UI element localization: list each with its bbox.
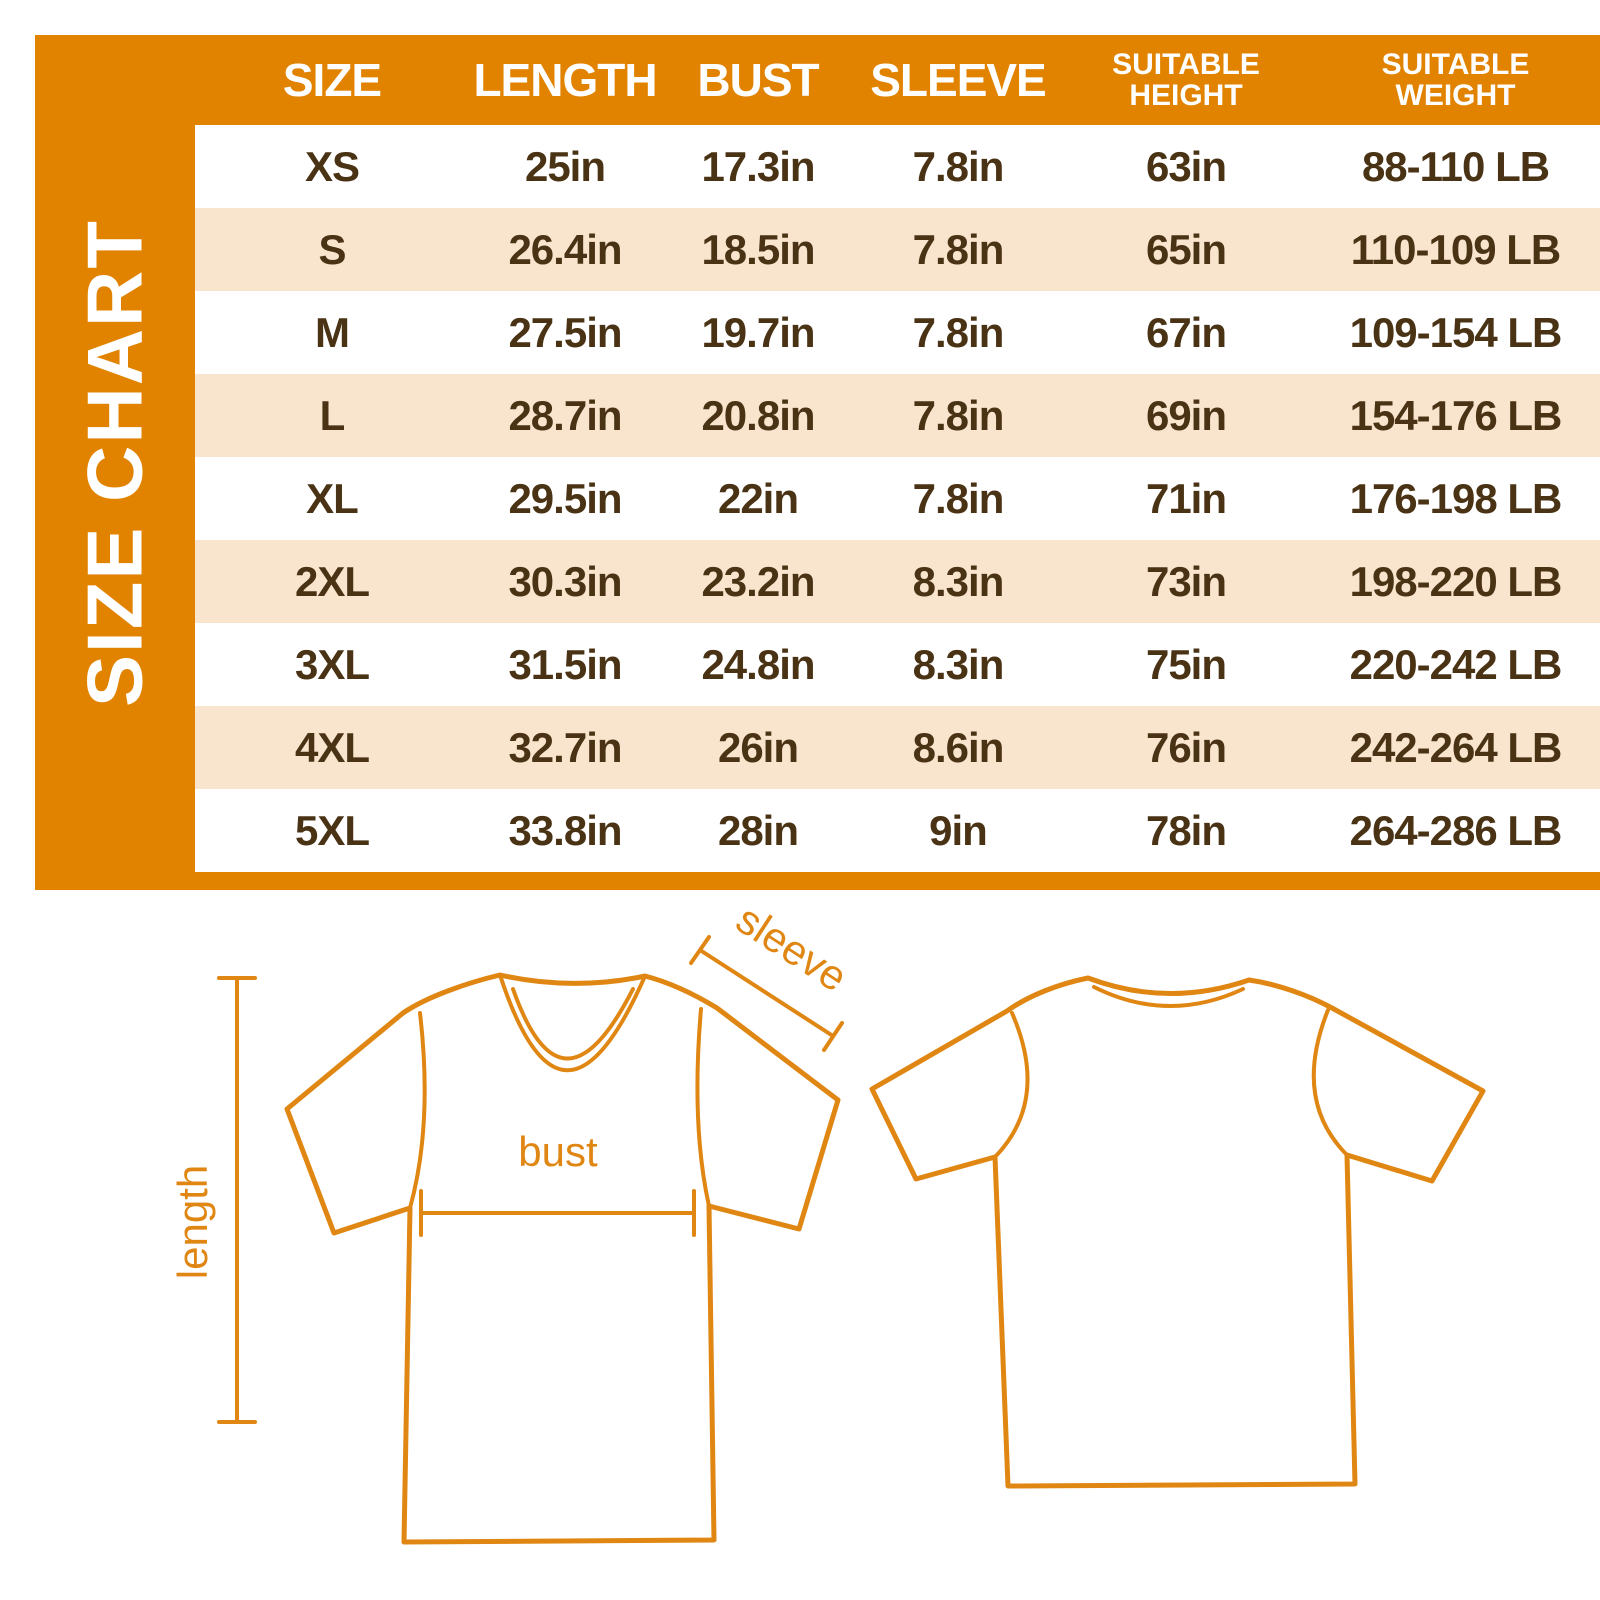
cell-length: 25in bbox=[524, 142, 606, 190]
cell-sleeve: 7.8in bbox=[912, 225, 1005, 273]
sidebar-title-bar: SIZE CHART bbox=[35, 35, 195, 890]
cell-sleeve: 8.3in bbox=[912, 557, 1005, 605]
chart-title: SIZE CHART bbox=[70, 218, 159, 707]
cell-sleeve: 8.6in bbox=[912, 723, 1005, 771]
cell-weight: 176-198 LB bbox=[1349, 474, 1563, 522]
cell-weight: 109-154 LB bbox=[1349, 308, 1563, 356]
back-left-armhole-seam bbox=[993, 1011, 1030, 1159]
cell-weight: 220-242 LB bbox=[1349, 640, 1563, 688]
measurement-diagram: length bust sleeve bbox=[169, 900, 1486, 1545]
cell-weight: 242-264 LB bbox=[1349, 723, 1563, 771]
back-shirt-outline bbox=[869, 975, 1486, 1489]
back-right-armhole-seam bbox=[1311, 1008, 1349, 1157]
cell-weight: 110-109 LB bbox=[1350, 225, 1561, 273]
table-row: S 26.4in 18.5in 7.8in 65in 110-109 LB bbox=[195, 208, 1600, 291]
cell-bust: 23.2in bbox=[701, 557, 815, 605]
cell-height: 69in bbox=[1145, 391, 1227, 439]
cell-sleeve: 9in bbox=[929, 806, 988, 854]
cell-sleeve: 7.8in bbox=[912, 474, 1005, 522]
column-header-length: LENGTH bbox=[473, 54, 657, 106]
cell-length: 26.4in bbox=[508, 225, 622, 273]
cell-size: XS bbox=[304, 142, 360, 190]
table-row: L 28.7in 20.8in 7.8in 69in 154-176 LB bbox=[195, 374, 1600, 457]
cell-size: 4XL bbox=[294, 723, 370, 771]
cell-bust: 19.7in bbox=[701, 308, 815, 356]
cell-height: 78in bbox=[1145, 806, 1227, 854]
cell-size: XL bbox=[306, 474, 359, 522]
length-label: length bbox=[169, 1165, 216, 1279]
cell-length: 31.5in bbox=[508, 640, 622, 688]
cell-weight: 88-110 LB bbox=[1361, 142, 1550, 190]
cell-bust: 20.8in bbox=[701, 391, 815, 439]
cell-weight: 264-286 LB bbox=[1349, 806, 1563, 854]
cell-weight: 198-220 LB bbox=[1349, 557, 1563, 605]
cell-length: 32.7in bbox=[508, 723, 622, 771]
table-header-row: SIZE LENGTH BUST SLEEVE SUITABLE HEIGHT … bbox=[195, 35, 1600, 125]
cell-bust: 18.5in bbox=[701, 225, 815, 273]
collar-outer-line bbox=[498, 973, 647, 1073]
cell-size: L bbox=[319, 391, 346, 439]
table-body: XS 25in 17.3in 7.8in 63in 88-110 LB S 26.4in 18.… bbox=[195, 125, 1600, 872]
table-row: M 27.5in 19.7in 7.8in 67in 109-154 LB bbox=[195, 291, 1600, 374]
column-header-sleeve: SLEEVE bbox=[870, 54, 1047, 106]
cell-height: 65in bbox=[1145, 225, 1227, 273]
table-row: 4XL 32.7in 26in 8.6in 76in 242-264 LB bbox=[195, 706, 1600, 789]
front-right-armhole-seam bbox=[695, 1007, 711, 1208]
table-row: 3XL 31.5in 24.8in 8.3in 75in 220-242 LB bbox=[195, 623, 1600, 706]
cell-size: 5XL bbox=[294, 806, 370, 854]
cell-height: 76in bbox=[1145, 723, 1227, 771]
cell-height: 63in bbox=[1145, 142, 1227, 190]
front-shirt-outline bbox=[284, 972, 841, 1545]
cell-length: 29.5in bbox=[508, 474, 622, 522]
table-row: 2XL 30.3in 23.2in 8.3in 73in 198-220 LB bbox=[195, 540, 1600, 623]
cell-bust: 17.3in bbox=[701, 142, 815, 190]
column-header-suitable-height: SUITABLE HEIGHT bbox=[1112, 47, 1260, 112]
cell-bust: 22in bbox=[717, 474, 799, 522]
bust-arrow: bust bbox=[419, 1128, 696, 1237]
cell-length: 30.3in bbox=[508, 557, 622, 605]
collar-inner-line bbox=[511, 987, 635, 1061]
table-row: XS 25in 17.3in 7.8in 63in 88-110 LB bbox=[195, 125, 1600, 208]
sleeve-label: sleeve bbox=[728, 900, 855, 1001]
cell-length: 33.8in bbox=[508, 806, 622, 854]
column-header-suitable-weight: SUITABLE WEIGHT bbox=[1381, 47, 1530, 112]
cell-bust: 28in bbox=[717, 806, 799, 854]
cell-sleeve: 7.8in bbox=[912, 142, 1005, 190]
cell-sleeve: 8.3in bbox=[912, 640, 1005, 688]
back-collar-band-line bbox=[1092, 985, 1245, 1008]
column-header-bust: BUST bbox=[697, 54, 819, 106]
cell-height: 71in bbox=[1145, 474, 1227, 522]
length-arrow: length bbox=[169, 976, 257, 1424]
cell-bust: 26in bbox=[717, 723, 799, 771]
cell-length: 28.7in bbox=[508, 391, 622, 439]
cell-sleeve: 7.8in bbox=[912, 391, 1005, 439]
cell-height: 75in bbox=[1145, 640, 1227, 688]
column-header-size: SIZE bbox=[282, 54, 382, 106]
cell-size: M bbox=[315, 308, 350, 356]
cell-size: S bbox=[318, 225, 346, 273]
cell-size: 3XL bbox=[294, 640, 370, 688]
cell-weight: 154-176 LB bbox=[1349, 391, 1563, 439]
table-row: XL 29.5in 22in 7.8in 71in 176-198 LB bbox=[195, 457, 1600, 540]
cell-height: 73in bbox=[1145, 557, 1227, 605]
cell-size: 2XL bbox=[294, 557, 370, 605]
cell-bust: 24.8in bbox=[701, 640, 815, 688]
bust-label: bust bbox=[518, 1128, 598, 1175]
table-row: 5XL 33.8in 28in 9in 78in 264-286 LB bbox=[195, 789, 1600, 872]
cell-length: 27.5in bbox=[508, 308, 622, 356]
cell-height: 67in bbox=[1145, 308, 1227, 356]
front-left-armhole-seam bbox=[408, 1011, 427, 1210]
size-chart-panel: SIZE CHART SIZE LENGTH BUST SLEEVE SUITA… bbox=[35, 35, 1600, 890]
cell-sleeve: 7.8in bbox=[912, 308, 1005, 356]
